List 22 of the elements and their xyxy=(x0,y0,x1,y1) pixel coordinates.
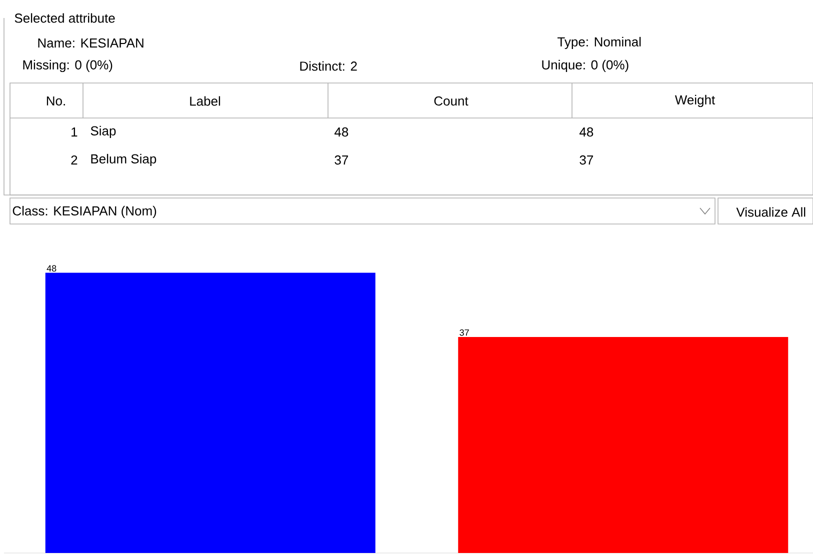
text: Visualize All xyxy=(736,207,806,217)
text: Missing: 0 (0%) xyxy=(23,60,112,72)
text: Name: KESIAPAN xyxy=(38,38,144,48)
text: 48 xyxy=(580,127,594,137)
data-label: 48 xyxy=(46,265,56,272)
text: 48 xyxy=(334,127,348,137)
text: 1 xyxy=(72,128,78,136)
text: Selected attribute xyxy=(14,13,115,23)
text: Belum Siap xyxy=(91,154,156,166)
text: Class: KESIAPAN (Nom) xyxy=(12,206,156,218)
text: Weight xyxy=(674,94,716,108)
text: Count xyxy=(434,96,468,106)
text: 2 xyxy=(71,155,78,165)
text: No. xyxy=(46,96,65,106)
text: Type: Nominal xyxy=(558,36,641,50)
data-label: 37 xyxy=(460,329,469,336)
text: Distinct: 2 xyxy=(300,61,357,71)
text: 37 xyxy=(334,155,348,165)
text: 37 xyxy=(580,155,594,165)
text: Label xyxy=(190,96,220,106)
text: Unique: 0 (0%) xyxy=(542,60,628,72)
text: Siap xyxy=(90,126,116,138)
